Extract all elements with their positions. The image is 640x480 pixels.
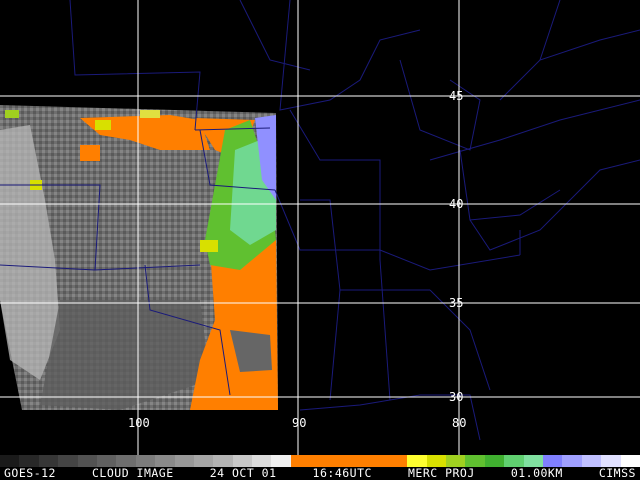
cloud-yellow-5 xyxy=(200,240,218,252)
color-swatch xyxy=(620,455,640,467)
color-swatch xyxy=(387,455,408,467)
cloud-yellow-2 xyxy=(140,110,160,118)
color-swatch xyxy=(426,455,446,467)
lat-label-45: 45 xyxy=(449,89,464,103)
caption-time: 16:46UTC xyxy=(312,466,372,480)
color-swatch xyxy=(465,455,485,467)
caption-satellite: GOES-12 xyxy=(4,466,56,480)
caption-date: 24 OCT 01 xyxy=(209,466,277,480)
color-swatch xyxy=(445,455,466,467)
lat-label-35: 35 xyxy=(449,296,464,310)
political-boundaries xyxy=(0,0,640,441)
color-swatch xyxy=(581,455,602,467)
cloud-light-west xyxy=(0,125,60,380)
cloud-yellow-6 xyxy=(80,145,100,161)
color-swatch xyxy=(193,455,214,467)
color-swatch xyxy=(407,455,427,467)
color-swatch xyxy=(58,455,78,467)
color-swatch xyxy=(349,455,369,467)
color-swatch xyxy=(290,455,311,467)
color-swatch xyxy=(232,455,253,467)
color-swatch xyxy=(601,455,621,467)
color-swatch xyxy=(562,455,582,467)
caption-source: CIMSS xyxy=(598,466,636,480)
cloud-yellow-1 xyxy=(95,120,111,130)
color-swatch xyxy=(542,455,563,467)
color-swatch xyxy=(329,455,350,467)
lat-label-30: 30 xyxy=(449,390,464,404)
lat-label-40: 40 xyxy=(449,197,464,211)
color-swatch xyxy=(252,455,272,467)
cloud-yellow-3 xyxy=(5,110,19,118)
cloud-image-region xyxy=(0,105,278,410)
color-swatch xyxy=(504,455,524,467)
color-swatch xyxy=(38,455,59,467)
color-swatch xyxy=(116,455,136,467)
color-scale-bar xyxy=(0,455,640,467)
caption-resolution: 01.00KM xyxy=(510,466,563,480)
cloud-dark-south xyxy=(40,300,210,410)
map-canvas xyxy=(0,0,640,455)
color-swatch xyxy=(310,455,330,467)
color-swatch xyxy=(19,455,39,467)
lon-label-100: 100 xyxy=(128,416,150,430)
caption-projection: MERC PROJ xyxy=(407,466,475,480)
lon-label-80: 80 xyxy=(452,416,467,430)
color-swatch xyxy=(484,455,505,467)
color-swatch xyxy=(213,455,233,467)
color-swatch xyxy=(174,455,194,467)
cloud-blue-front xyxy=(255,115,276,200)
color-swatch xyxy=(368,455,388,467)
cloud-gray-patch-east xyxy=(230,330,272,372)
caption-product: CLOUD IMAGE xyxy=(92,466,174,480)
cloud-orange-north xyxy=(80,115,210,150)
lat-lon-grid xyxy=(0,0,640,455)
lon-label-90: 90 xyxy=(292,416,307,430)
color-swatch xyxy=(0,455,20,467)
image-caption: GOES-12 CLOUD IMAGE 24 OCT 01 16:46UTC M… xyxy=(0,466,640,480)
color-swatch xyxy=(523,455,543,467)
color-swatch xyxy=(96,455,117,467)
color-swatch xyxy=(135,455,156,467)
color-swatch xyxy=(155,455,175,467)
color-swatch xyxy=(77,455,97,467)
color-swatch xyxy=(271,455,291,467)
